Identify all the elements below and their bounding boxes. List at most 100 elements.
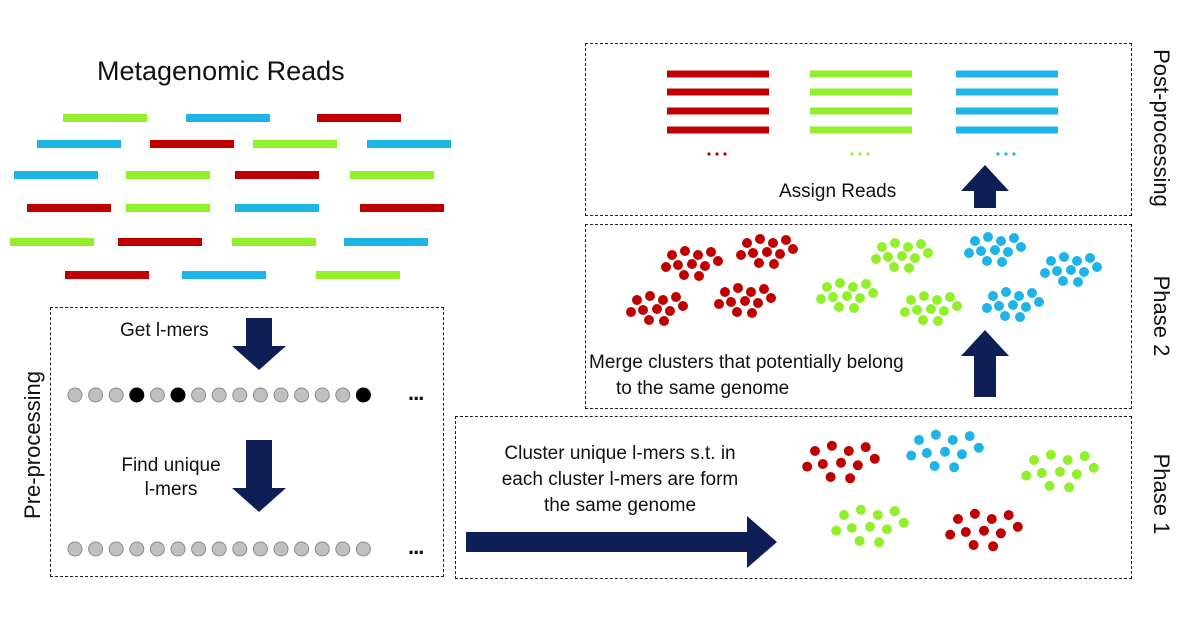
read-red	[27, 204, 111, 212]
kmer-row1-ellipsis: ...	[408, 380, 424, 405]
read-blue	[37, 140, 121, 148]
cluster-dot-red	[986, 514, 997, 524]
cluster-dot-green	[1064, 482, 1075, 493]
cluster-dot-red	[658, 295, 668, 305]
cluster-dot-blue	[994, 301, 1004, 311]
bin-read-blue	[956, 70, 1058, 78]
cluster-dot-red	[693, 250, 703, 260]
cluster-dot-red	[766, 293, 776, 303]
cluster-dot-red	[665, 306, 675, 316]
cluster-dot-blue	[976, 246, 986, 256]
cluster-dot-green	[848, 282, 858, 292]
cluster-dot-blue	[964, 431, 975, 442]
cluster-dot-green	[923, 248, 933, 258]
cluster-dot-blue	[1034, 297, 1044, 307]
read-blue	[235, 204, 319, 212]
preprocessing-box	[50, 307, 444, 577]
cluster-dot-blue	[914, 435, 924, 445]
bin-ellipsis-dot-red	[707, 152, 711, 156]
cluster-dot-red	[781, 235, 791, 245]
cluster-dot-green	[906, 295, 916, 305]
cluster-dot-red	[747, 308, 757, 318]
lmer-unique	[335, 541, 351, 557]
cluster-dot-red	[754, 258, 764, 268]
cluster-dot-green	[1055, 466, 1065, 477]
cluster-dot-green	[877, 242, 887, 252]
cluster-dot-red	[988, 541, 999, 552]
cluster-dot-green	[916, 239, 926, 249]
cluster-dot-blue	[906, 450, 917, 461]
cluster-dot-green	[903, 242, 913, 252]
cluster-dot-red	[736, 250, 746, 260]
cluster-dot-red	[733, 283, 743, 293]
cluster-dot-green	[1079, 451, 1090, 462]
cluster-dot-red	[679, 270, 689, 280]
read-red	[150, 140, 234, 148]
cluster-dot-green	[854, 536, 865, 546]
cluster-dot-blue	[1021, 302, 1031, 312]
cluster-dot-red	[748, 248, 758, 258]
bin-read-blue	[956, 126, 1058, 134]
cluster-dot-red	[968, 540, 979, 550]
cluster-dot-red	[969, 508, 980, 519]
cluster-dot-red	[843, 446, 854, 456]
cluster-dot-blue	[940, 446, 950, 457]
cluster-dot-green	[846, 523, 857, 533]
read-red	[65, 271, 149, 279]
cluster-dot-blue	[982, 303, 992, 313]
cluster-dot-red	[742, 238, 752, 248]
read-blue	[344, 238, 428, 246]
lmer-unique	[88, 541, 104, 557]
read-red	[118, 238, 202, 246]
cluster-dot-green	[828, 292, 838, 302]
cluster-dot-blue	[997, 257, 1007, 267]
lmer	[211, 387, 227, 403]
lmer-repeated	[129, 387, 145, 403]
cluster-dot-red	[995, 528, 1006, 539]
bin-read-blue	[956, 88, 1058, 96]
cluster-dot-red	[678, 301, 688, 311]
cluster-dot-red	[713, 256, 723, 266]
bin-ellipsis-dot-green	[866, 152, 870, 156]
cluster-dot-green	[945, 292, 955, 302]
cluster-dot-red	[680, 246, 690, 256]
cluster-dot-blue	[930, 429, 941, 440]
postprocessing-label: Post-processing	[1149, 49, 1174, 207]
cluster-dot-red	[945, 529, 956, 540]
find-unique-label: Find unique l-mers	[112, 454, 230, 502]
lmer-unique	[252, 541, 268, 557]
lmer-unique	[191, 541, 207, 557]
cluster-dot-red	[1012, 521, 1023, 532]
bin-read-red	[667, 70, 769, 78]
cluster-dot-green	[900, 307, 910, 317]
bin-read-green	[810, 107, 912, 115]
cluster-dot-green	[855, 504, 866, 515]
cluster-dot-blue	[1016, 242, 1026, 252]
cluster-dot-red	[768, 238, 778, 248]
bin-ellipsis-dot-blue	[996, 152, 1000, 156]
cluster-dot-blue	[1066, 265, 1076, 275]
cluster-dot-blue	[929, 461, 940, 471]
cluster-dot-green	[842, 291, 852, 301]
cluster-dot-red	[769, 259, 779, 269]
cluster-dot-blue	[983, 232, 993, 242]
phase2-line1: Merge clusters that potentially belong	[589, 352, 904, 373]
bin-ellipsis-dot-green	[858, 152, 862, 156]
cluster-dot-blue	[1092, 262, 1102, 272]
preprocessing-label: Pre-processing	[20, 371, 45, 519]
lmer-unique	[273, 541, 289, 557]
cluster-dot-red	[626, 307, 636, 317]
cluster-dot-red	[1003, 510, 1014, 521]
bin-read-green	[810, 88, 912, 96]
cluster-dot-red	[661, 262, 671, 272]
cluster-dot-red	[645, 291, 655, 301]
read-red	[317, 114, 401, 122]
read-blue	[186, 114, 270, 122]
bin-ellipsis-dot-blue	[1004, 152, 1008, 156]
cluster-dot-blue	[964, 248, 974, 258]
cluster-dot-blue	[982, 256, 992, 266]
cluster-dot-red	[775, 249, 785, 259]
cluster-dot-red	[652, 304, 662, 314]
cluster-dot-red	[845, 473, 856, 484]
